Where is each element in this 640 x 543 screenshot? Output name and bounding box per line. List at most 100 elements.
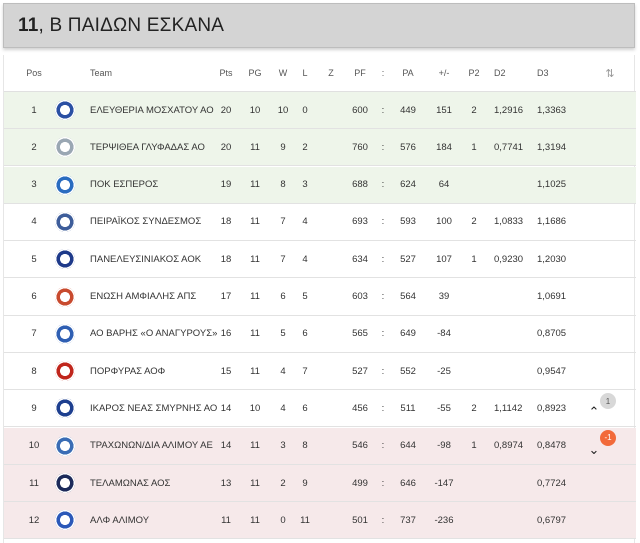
table-row[interactable]: 3 ΠΟΚ ΕΣΠΕΡΟΣ 19 11 8 3 688: 624 64 1,1025 [4,166,636,204]
cell-w: 7 [280,216,286,228]
cell-d2: 1,2916 [494,104,524,116]
cell-p2 [462,353,486,389]
cell-pg: 11 [250,328,260,340]
header-team[interactable]: Team [90,68,113,78]
cell-pos: 10 [28,440,40,452]
team-logo-icon [55,211,75,232]
sort-arrows-icon[interactable]: ⇅ [605,67,615,80]
cell-sep: : [381,141,385,153]
position-change-badge: -1 [600,429,616,446]
cell-pts: 18 [220,216,232,228]
cell-pos: 6 [31,291,37,302]
cell-d3: 0,8923 [537,402,567,414]
cell-diff: -236 [434,514,454,526]
cell-pts: 20 [220,141,232,153]
cell-w: 4 [280,402,286,414]
cell-pa: 527 [400,253,416,265]
team-logo-icon [55,286,75,307]
cell-diff: -98 [437,440,451,452]
table-row[interactable]: 7 ΑΟ ΒΑΡΗΣ «Ο ΑΝΑΓΥΡΟΥΣ» 16 11 5 6 565:649 -84 0… [4,316,636,353]
header-pf[interactable]: PF [354,68,366,78]
cell-pf: 527 [352,365,368,377]
header-d2[interactable]: D2 [494,68,506,78]
cell-diff: 64 [438,179,450,191]
cell-p2: 1 [471,141,477,153]
header-diff[interactable]: +/- [438,68,450,78]
cell-team[interactable]: ΑΛΦ ΑΛΙΜΟΥ [90,514,150,526]
header-pg[interactable]: PG [248,68,262,78]
header-l[interactable]: L [302,68,308,78]
cell-team[interactable]: ΠΟΚ ΕΣΠΕΡΟΣ [90,179,159,191]
cell-team[interactable]: ΠΟΡΦΥΡΑΣ ΑΟΦ [90,365,166,377]
header-pos[interactable]: Pos [26,68,42,78]
cell-z [319,204,343,240]
table-row[interactable]: 2 ΤΕΡΨΙΘΕΑ ΓΛΥΦΑΔΑΣ ΑΟ 20 11 9 2 760: 576 184 1 0,… [4,129,636,167]
cell-pos: 8 [31,365,37,377]
cell-l: 3 [302,179,308,191]
cell-sep: : [381,477,385,489]
cell-pf: 603 [352,291,368,302]
cell-l: 6 [302,402,308,414]
cell-team[interactable]: ΕΛΕΥΘΕΡΙΑ ΜΟΣΧΑΤΟΥ ΑΟ [90,104,214,116]
cell-z [319,241,343,277]
cell-p2: 2 [471,216,477,228]
cell-team[interactable]: ΑΟ ΒΑΡΗΣ «Ο ΑΝΑΓΥΡΟΥΣ» [90,328,218,340]
cell-pf: 634 [352,253,368,265]
header-w[interactable]: W [278,68,288,78]
cell-p2: 2 [471,402,477,414]
table-row[interactable]: 9 ΙΚΑΡΟΣ ΝΕΑΣ ΣΜΥΡΝΗΣ ΑΟ 14 10 4 6 456: 511 -55 2… [4,390,636,428]
team-logo-icon [55,137,75,158]
cell-diff: 100 [436,216,452,228]
cell-pg: 11 [250,179,260,191]
cell-d3: 1,2030 [537,253,567,265]
header-p2[interactable]: P2 [468,68,480,78]
table-row[interactable]: 11 ΤΕΛΑΜΩΝΑΣ ΑΟΣ 13 11 2 9 499: 646 -147 0,7724 [4,465,636,502]
header-pts[interactable]: Pts [219,68,233,78]
table-row[interactable]: 10 ΤΡΑΧΩΝΩΝ/ΔΙΑ ΑΛΙΜΟΥ ΑΕ 14 11 3 8 546: 644 -98… [4,427,636,465]
cell-d2 [494,316,536,352]
cell-team[interactable]: ΠΑΝΕΛΕΥΣΙΝΙΑΚΟΣ ΑΟΚ [90,253,202,265]
cell-pts: 16 [220,328,232,340]
cell-pg: 11 [250,253,260,265]
cell-sep: : [381,402,385,414]
cell-sep: : [381,514,385,526]
cell-pts: 19 [220,179,232,191]
cell-team[interactable]: ΤΕΡΨΙΘΕΑ ΓΛΥΦΑΔΑΣ ΑΟ [90,141,205,153]
header-d3[interactable]: D3 [537,68,549,78]
cell-pg: 11 [250,440,260,452]
cell-diff: -55 [437,402,451,414]
cell-sep: : [381,216,385,228]
cell-w: 2 [280,477,286,489]
title-text: , Β ΠΑΙΔΩΝ ΕΣΚΑΝΑ [38,14,225,36]
standings-table: Pos Team Pts PG W L Z PF : PA +/- P2 D2 … [3,55,636,543]
cell-team[interactable]: ΤΕΛΑΜΩΝΑΣ ΑΟΣ [90,477,171,489]
cell-pg: 10 [249,104,261,116]
cell-pg: 11 [250,216,260,228]
table-row[interactable]: 4 ΠΕΙΡΑΪΚΟΣ ΣΥΝΔΕΣΜΟΣ 18 11 7 4 693: 593 100 2 1,0… [4,204,636,241]
cell-p2 [462,502,486,538]
cell-pts: 13 [220,477,232,489]
cell-pf: 499 [352,477,368,489]
cell-sep: : [381,291,385,302]
header-z[interactable]: Z [328,68,334,78]
team-logo-icon [55,435,75,456]
team-logo-icon [55,323,75,344]
cell-team[interactable]: ΕΝΩΣΗ ΑΜΦΙΑΛΗΣ ΑΠΣ [90,291,197,302]
cell-d2: 0,8974 [494,440,524,452]
table-row[interactable]: 8 ΠΟΡΦΥΡΑΣ ΑΟΦ 15 11 4 7 527: 552 -25 0,9547 [4,353,636,391]
cell-team[interactable]: ΙΚΑΡΟΣ ΝΕΑΣ ΣΜΥΡΝΗΣ ΑΟ [90,402,218,414]
cell-w: 6 [280,291,286,302]
table-row[interactable]: 6 ΕΝΩΣΗ ΑΜΦΙΑΛΗΣ ΑΠΣ 17 11 6 5 603: 564 39 1,0691 [4,279,636,316]
cell-l: 7 [302,365,308,377]
cell-team[interactable]: ΤΡΑΧΩΝΩΝ/ΔΙΑ ΑΛΙΜΟΥ ΑΕ [90,440,213,452]
cell-d2: 1,1142 [494,402,523,414]
cell-w: 7 [280,253,286,265]
cell-team[interactable]: ΠΕΙΡΑΪΚΟΣ ΣΥΝΔΕΣΜΟΣ [90,216,202,228]
cell-p2: 1 [471,440,477,452]
table-row[interactable]: 5 ΠΑΝΕΛΕΥΣΙΝΙΑΚΟΣ ΑΟΚ 18 11 7 4 634: 527 107 1 0,9… [4,241,636,279]
table-row[interactable]: 12 ΑΛΦ ΑΛΙΜΟΥ 11 11 0 11 501: 737 -236 0,6797 [4,502,636,540]
cell-pg: 11 [250,514,260,526]
header-pa[interactable]: PA [402,68,414,78]
cell-pa: 576 [400,141,416,153]
table-row[interactable]: 1 ΕΛΕΥΘΕΡΙΑ ΜΟΣΧΑΤΟΥ ΑΟ 20 10 10 0 600: 449 151 2… [4,92,636,129]
